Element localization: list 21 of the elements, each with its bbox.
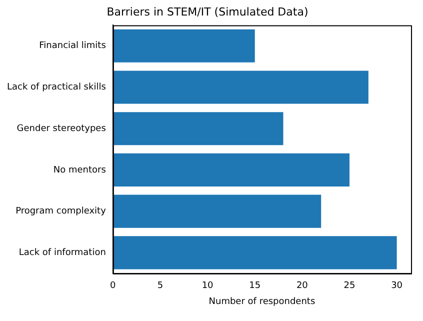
y-tick-label: Gender stereotypes [16, 124, 106, 134]
y-tick-label: Lack of practical skills [6, 82, 106, 93]
x-tick-label: 20 [296, 281, 308, 292]
y-tick-label: Program complexity [16, 206, 107, 217]
y-tick-label: No mentors [53, 165, 106, 176]
bar [112, 153, 350, 187]
bar [112, 194, 322, 228]
x-tick-label: 5 [157, 281, 164, 292]
chart-title: Barriers in STEM/IT (Simulated Data) [106, 5, 308, 18]
x-axis-title: Number of respondents [208, 296, 316, 307]
y-tick-label: Lack of information [18, 248, 106, 258]
bar [112, 236, 397, 270]
x-tick-label: 15 [249, 281, 261, 292]
bar [112, 112, 284, 146]
bar [112, 70, 368, 104]
x-tick-label: 10 [202, 281, 214, 292]
x-tick-label: 30 [391, 281, 403, 292]
bar [112, 29, 255, 62]
x-tick-label: 0 [110, 281, 116, 292]
y-tick-label: Financial limits [39, 41, 106, 52]
x-tick-label: 25 [344, 281, 356, 292]
